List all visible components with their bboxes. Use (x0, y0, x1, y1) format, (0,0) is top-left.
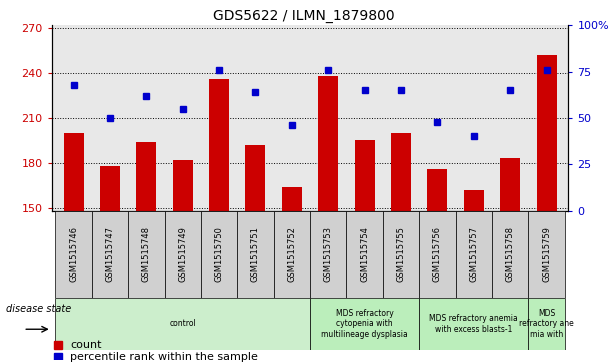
Bar (391, 133, 411, 211)
Bar (528, 211, 565, 298)
Text: MDS
refractory ane
mia with: MDS refractory ane mia with (519, 309, 574, 339)
Bar (274, 211, 310, 298)
Text: GSM1515748: GSM1515748 (142, 226, 151, 282)
Bar (63, 133, 83, 211)
Text: GSM1515755: GSM1515755 (396, 226, 406, 282)
Text: MDS refractory anemia
with excess blasts-1: MDS refractory anemia with excess blasts… (429, 314, 518, 334)
Text: GSM1515757: GSM1515757 (469, 226, 478, 282)
Bar (492, 211, 528, 298)
Bar (310, 298, 420, 350)
Bar (427, 169, 447, 211)
Bar (100, 166, 120, 211)
Bar (92, 211, 128, 298)
Text: GSM1515751: GSM1515751 (251, 226, 260, 282)
Text: GSM1515752: GSM1515752 (288, 226, 296, 282)
Bar (55, 211, 92, 298)
Text: GSM1515749: GSM1515749 (178, 226, 187, 282)
Bar (173, 160, 193, 211)
Bar (347, 211, 383, 298)
Bar (383, 211, 420, 298)
Bar (165, 211, 201, 298)
Text: disease state: disease state (6, 305, 71, 314)
Bar (537, 55, 557, 211)
Bar (354, 140, 375, 211)
Bar (464, 189, 484, 211)
Text: GSM1515754: GSM1515754 (360, 226, 369, 282)
Text: GSM1515756: GSM1515756 (433, 226, 442, 282)
Text: GSM1515758: GSM1515758 (506, 226, 515, 282)
Text: MDS refractory
cytopenia with
multilineage dysplasia: MDS refractory cytopenia with multilinea… (321, 309, 408, 339)
Text: GSM1515750: GSM1515750 (215, 226, 224, 282)
Text: GSM1515753: GSM1515753 (324, 226, 333, 282)
Bar (201, 211, 237, 298)
Bar (282, 187, 302, 211)
Bar (420, 298, 528, 350)
Text: GSM1515759: GSM1515759 (542, 226, 551, 282)
Text: GSM1515746: GSM1515746 (69, 226, 78, 282)
Text: GDS5622 / ILMN_1879800: GDS5622 / ILMN_1879800 (213, 9, 395, 23)
Bar (528, 298, 565, 350)
Text: control: control (169, 319, 196, 329)
Bar (455, 211, 492, 298)
Bar (420, 211, 455, 298)
Bar (136, 142, 156, 211)
Bar (128, 211, 165, 298)
Bar (246, 145, 266, 211)
Text: count: count (70, 340, 102, 350)
Bar (55, 298, 310, 350)
Text: GSM1515747: GSM1515747 (105, 226, 114, 282)
Bar (209, 79, 229, 211)
Bar (318, 76, 338, 211)
Bar (237, 211, 274, 298)
Text: percentile rank within the sample: percentile rank within the sample (70, 352, 258, 362)
Bar (310, 211, 347, 298)
Bar (500, 158, 520, 211)
